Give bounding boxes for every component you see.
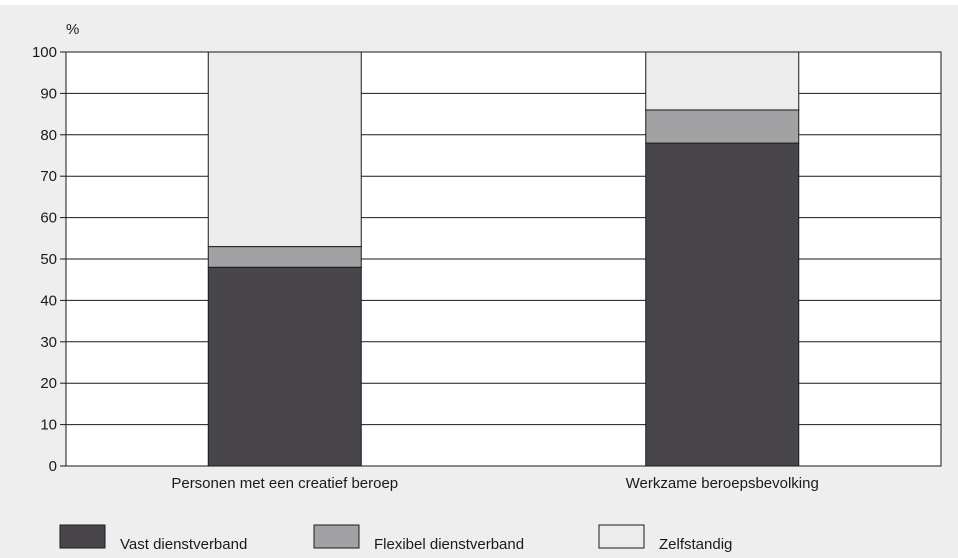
- bar-segment-zelfstandig: [645, 51, 800, 111]
- legend-swatch: [59, 524, 106, 549]
- legend-label: Vast dienstverband: [120, 536, 247, 553]
- bar-segment-vast-dienstverband: [645, 142, 800, 467]
- y-tick-label: 30: [40, 334, 57, 351]
- y-tick-label: 50: [40, 251, 57, 268]
- y-tick-label: 80: [40, 127, 57, 144]
- y-axis-ticks: 0 10 20 30 40 50 60 70 80 90 100: [32, 44, 66, 475]
- y-tick-label: 20: [40, 375, 57, 392]
- legend-label: Flexibel dienstverband: [374, 536, 524, 553]
- legend-swatch: [598, 524, 645, 549]
- x-axis-labels: Personen met een creatief beroep Werkzame…: [171, 475, 818, 492]
- y-tick-label: 60: [40, 210, 57, 227]
- bar-segment-zelfstandig: [207, 51, 362, 248]
- x-category-label: Werkzame beroepsbevolking: [626, 475, 819, 492]
- x-category-label: Personen met een creatief beroep: [171, 475, 398, 492]
- bar-segment-flexibel-dienstverband: [207, 246, 362, 268]
- legend: Vast dienstverband Flexibel dienstverband…: [59, 524, 732, 553]
- y-axis-label: %: [66, 21, 79, 38]
- y-tick-label: 100: [32, 44, 57, 61]
- bars: [207, 51, 800, 467]
- y-tick-label: 0: [49, 458, 57, 475]
- y-tick-label: 10: [40, 417, 57, 434]
- bar-segment-vast-dienstverband: [207, 266, 362, 467]
- y-tick-label: 70: [40, 168, 57, 185]
- bar-segment-flexibel-dienstverband: [645, 109, 800, 144]
- y-tick-label: 90: [40, 85, 57, 102]
- legend-label: Zelfstandig: [659, 536, 732, 553]
- y-tick-label: 40: [40, 292, 57, 309]
- legend-swatch: [313, 524, 360, 549]
